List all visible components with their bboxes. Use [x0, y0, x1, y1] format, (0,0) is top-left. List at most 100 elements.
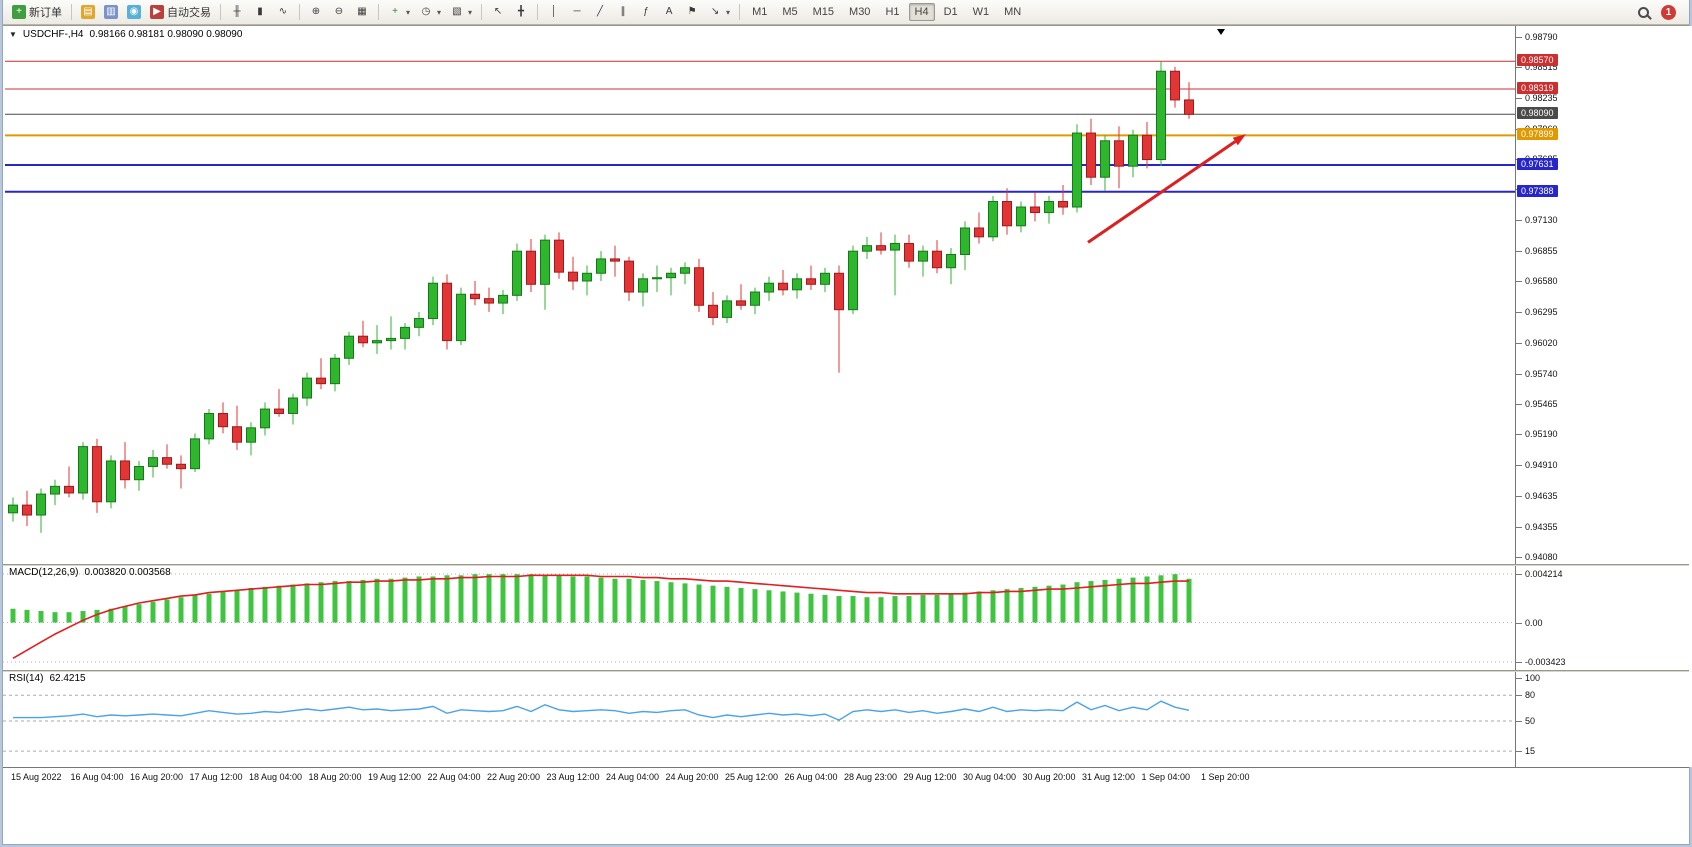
timeframe-w1-button[interactable]: W1	[972, 6, 990, 18]
macd-bar	[906, 596, 912, 623]
candle-body	[666, 272, 676, 279]
new-order-button[interactable]: + 新订单	[8, 1, 66, 23]
profiles-button[interactable]: ▥	[100, 2, 122, 22]
price-label-0.98090: 0.98090	[1517, 107, 1558, 120]
macd-chart[interactable]	[3, 566, 1515, 670]
horizontal-line-icon: ─	[573, 6, 581, 17]
candle	[526, 239, 536, 293]
candle-body	[512, 250, 522, 296]
price-axis[interactable]: 0.987900.985150.982350.979600.976850.974…	[1515, 26, 1692, 767]
candles-chart-button[interactable]: ▮	[249, 2, 271, 22]
price-label-0.98570: 0.98570	[1517, 54, 1558, 67]
macd-bar	[1102, 579, 1108, 623]
templates-icon: ▧	[452, 6, 462, 17]
crosshair-button[interactable]: ╋	[510, 2, 532, 22]
candle	[1142, 122, 1152, 169]
candle	[92, 438, 102, 513]
time-label: 1 Sep 04:00	[1141, 772, 1191, 782]
price-label-0.97899: 0.97899	[1517, 128, 1558, 141]
candle-body	[1072, 132, 1082, 208]
periods-button[interactable]: ◷ ▾	[415, 2, 445, 22]
arrows-tool[interactable]: ↘ ▾	[704, 2, 734, 22]
timeframe-m15-button[interactable]: M15	[812, 6, 835, 18]
timeframe-m30-button[interactable]: M30	[849, 6, 871, 18]
zoom-in-button[interactable]: ⊕	[305, 2, 327, 22]
fibonacci-icon: ƒ	[643, 6, 649, 17]
macd-bar	[864, 597, 870, 623]
candle-body	[316, 377, 326, 385]
timeframe-mn-button[interactable]: MN	[1004, 6, 1022, 18]
time-label: 30 Aug 20:00	[1022, 772, 1076, 782]
candle	[834, 265, 844, 373]
notification-badge[interactable]: 1	[1661, 4, 1676, 20]
zoom-out-button[interactable]: ⊖	[328, 2, 350, 22]
candle	[1156, 61, 1166, 167]
panel-splitter[interactable]	[3, 564, 1689, 566]
bars-chart-button[interactable]: ╫	[226, 2, 248, 22]
trendline-tool[interactable]: ╱	[589, 2, 611, 22]
macd-bar	[780, 591, 786, 623]
rsi-line	[13, 700, 1190, 721]
macd-bar	[248, 587, 254, 623]
macd-bar	[976, 591, 982, 623]
label-tool[interactable]: ⚑	[681, 2, 703, 22]
candle-body	[610, 258, 620, 262]
cursor-button[interactable]: ↖	[487, 2, 509, 22]
search-icon[interactable]	[1638, 6, 1649, 18]
macd-bar	[108, 608, 114, 623]
rsi-chart[interactable]	[3, 672, 1515, 767]
macd-bar	[766, 590, 772, 623]
auto-trading-button[interactable]: ▶ 自动交易	[146, 1, 215, 23]
new-order-icon: +	[12, 5, 26, 19]
timeframe-h4-button[interactable]: H4	[908, 3, 935, 21]
time-label: 31 Aug 12:00	[1082, 772, 1136, 782]
horizontal-line-tool[interactable]: ─	[566, 2, 588, 22]
channel-icon: ∥	[620, 6, 626, 17]
time-label: 16 Aug 04:00	[70, 772, 124, 782]
new-chart-button[interactable]: ▤	[77, 2, 99, 22]
timeframe-d1-button[interactable]: D1	[943, 6, 958, 18]
macd-bar	[948, 593, 954, 623]
tile-windows-button[interactable]: ▦	[351, 2, 373, 22]
candle	[78, 442, 88, 500]
text-tool[interactable]: A	[658, 2, 680, 22]
candle-body	[204, 412, 214, 440]
trend-arrow-annotation[interactable]	[1087, 134, 1246, 244]
timeframe-m1-button[interactable]: M1	[752, 6, 768, 18]
line-chart-button[interactable]: ∿	[272, 2, 294, 22]
toolbar-separator	[220, 4, 221, 20]
timeframe-m5-button[interactable]: M5	[782, 6, 798, 18]
candle	[64, 466, 74, 498]
time-axis[interactable]: 15 Aug 2022 16 Aug 04:00 16 Aug 20:00 17 Au…	[3, 767, 1689, 787]
fibonacci-tool[interactable]: ƒ	[635, 2, 657, 22]
macd-bar	[808, 593, 814, 623]
tile-windows-icon: ▦	[357, 6, 367, 17]
candle-body	[932, 250, 942, 269]
candlestick-chart[interactable]	[3, 26, 1515, 564]
price-tick: 0.95465	[1516, 399, 1558, 410]
candle	[1114, 126, 1124, 189]
vertical-line-tool[interactable]: │	[543, 2, 565, 22]
rsi-panel-title: RSI(14) 62.4215	[9, 673, 86, 684]
candle	[1086, 118, 1096, 185]
indicators-button[interactable]: + ▾	[384, 2, 414, 22]
macd-bar	[584, 576, 590, 623]
auto-trading-play-icon: ▶	[150, 5, 164, 19]
candle	[1128, 129, 1138, 178]
toolbar-right: 1	[1638, 4, 1684, 20]
candle-body	[442, 282, 452, 342]
macd-bar	[1172, 574, 1178, 623]
channel-tool[interactable]: ∥	[612, 2, 634, 22]
zoom-out-icon: ⊖	[334, 6, 344, 17]
macd-bar	[752, 589, 758, 623]
candle	[932, 240, 942, 274]
templates-button[interactable]: ▧ ▾	[446, 2, 476, 22]
panel-splitter[interactable]	[3, 670, 1689, 672]
candle-body	[288, 397, 298, 414]
collapse-panel-icon[interactable]: ▼	[9, 30, 17, 39]
market-watch-button[interactable]: ◉	[123, 2, 145, 22]
chevron-down-icon: ▾	[437, 7, 442, 17]
timeframe-h1-button[interactable]: H1	[885, 6, 900, 18]
candle	[36, 488, 46, 533]
right-shift-marker[interactable]	[1217, 29, 1225, 35]
